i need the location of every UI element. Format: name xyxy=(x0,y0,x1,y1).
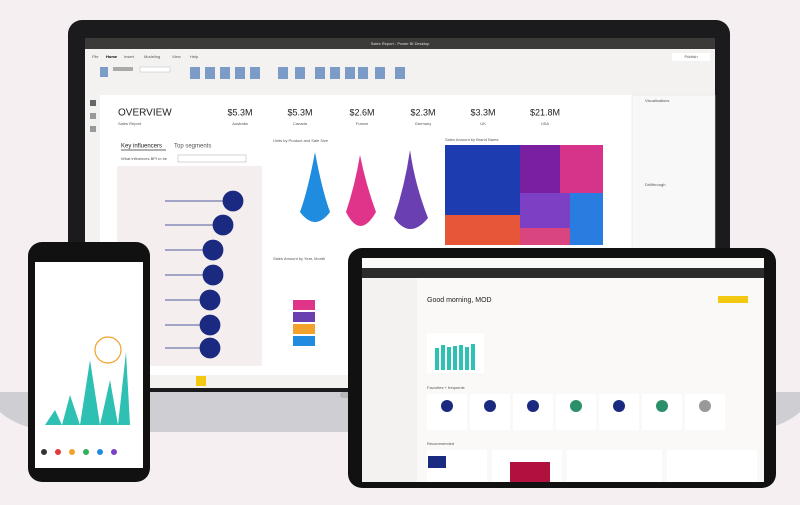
greeting: Good morning, MOD xyxy=(427,297,492,304)
kpis: $5.3M Australia $5.3M Canada $2.6M Franc… xyxy=(227,107,560,126)
kpi-label: Germany xyxy=(415,121,431,126)
ribbon-tabs: File Home Insert Modeling View Help xyxy=(92,54,199,59)
section-title: Recommended xyxy=(427,441,454,446)
pane-title: Visualizations xyxy=(645,98,669,103)
visual-title: Sales Amount by Year, Month xyxy=(273,256,325,261)
kpi-value: $5.3M xyxy=(287,107,312,117)
section-title: Favorites + frequents xyxy=(427,385,465,390)
kpi-label: Australia xyxy=(232,121,248,126)
nav-icon[interactable] xyxy=(90,100,96,106)
visual-title: Units by Product and Sale Size xyxy=(273,138,329,143)
tablet-tiles xyxy=(427,394,725,430)
ki-tab[interactable]: Key influencers xyxy=(121,144,162,150)
tablet-button[interactable] xyxy=(718,296,748,303)
window-title: Sales Report - Power BI Desktop xyxy=(371,41,430,46)
phone-chart xyxy=(45,352,130,425)
ki-dropdown[interactable] xyxy=(177,154,247,163)
tablet-thumbnails xyxy=(427,450,757,482)
tablet-header xyxy=(362,268,764,278)
violin xyxy=(394,150,428,229)
pane-title: Drillthrough xyxy=(645,182,665,187)
ki-question: What influences BPI to be xyxy=(121,156,168,161)
publish-button[interactable] xyxy=(672,53,710,61)
tab[interactable]: Help xyxy=(190,54,199,59)
phone-screen xyxy=(35,262,143,468)
overview-subtitle: Sales Report xyxy=(118,121,142,126)
title-bar xyxy=(85,38,715,49)
tab[interactable]: Home xyxy=(106,54,118,59)
publish[interactable]: Publish xyxy=(684,54,697,59)
overview-title: OVERVIEW xyxy=(118,108,172,119)
kpi-label: France xyxy=(356,121,369,126)
tab[interactable]: File xyxy=(92,54,99,59)
nav-icon[interactable] xyxy=(90,126,96,132)
phone-ink xyxy=(94,336,122,364)
tab[interactable]: View xyxy=(172,54,181,59)
ribbon-chart xyxy=(293,300,315,346)
kpi-label: Canada xyxy=(293,121,308,126)
violin xyxy=(346,155,376,226)
add-page[interactable] xyxy=(196,376,206,386)
ki-bubbles xyxy=(165,190,244,359)
tab[interactable]: Modeling xyxy=(144,54,160,59)
tablet-screen xyxy=(362,258,764,482)
kpi-value: $21.8M xyxy=(530,107,560,117)
kpi-value: $5.3M xyxy=(227,107,252,117)
kpi-value: $3.3M xyxy=(470,107,495,117)
phone-colors xyxy=(41,449,117,455)
kpi-value: $2.6M xyxy=(349,107,374,117)
ki-tab[interactable]: Top segments xyxy=(174,144,211,150)
kpi-value: $2.3M xyxy=(410,107,435,117)
tab[interactable]: Insert xyxy=(124,54,135,59)
nav-icon[interactable] xyxy=(90,113,96,119)
tablet-bars xyxy=(435,344,475,370)
visual-title: Sales Amount by Brand Name xyxy=(445,137,499,142)
ribbon-icons xyxy=(100,66,405,79)
kpi-label: UK xyxy=(480,121,486,126)
tablet-nav xyxy=(362,278,417,482)
treemap xyxy=(445,145,603,245)
violin xyxy=(300,152,330,222)
kpi-label: USA xyxy=(541,121,550,126)
